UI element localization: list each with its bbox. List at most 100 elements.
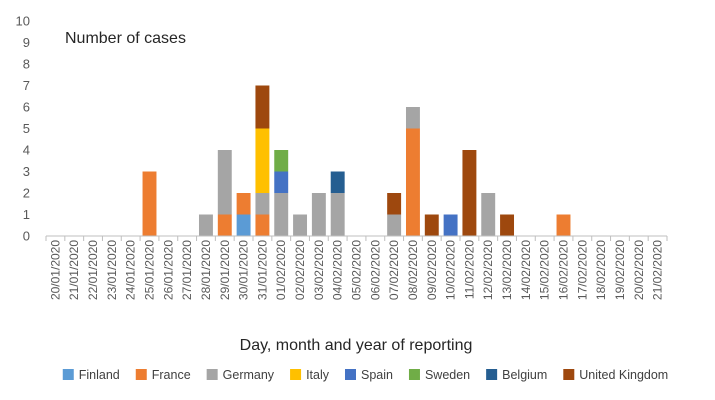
legend-label: Italy [306,368,330,382]
x-tick-label: 14/02/2020 [519,240,533,300]
y-tick-label: 10 [16,14,30,29]
legend-label: Belgium [502,368,547,382]
x-tick-label: 22/01/2020 [86,240,100,300]
x-tick-label: 24/01/2020 [124,240,138,300]
bar-segment-united-kingdom [387,193,402,215]
bar-segment-germany [387,214,402,236]
bar-segment-germany [255,193,270,215]
bar-segment-germany [311,193,326,236]
bar-segment-germany [405,107,420,129]
bar-segment-france [217,214,232,236]
legend-swatch [290,369,302,380]
x-tick-label: 28/01/2020 [199,240,213,300]
bar-segment-germany [217,150,232,215]
bar-segment-spain [274,171,289,193]
bar-segment-united-kingdom [462,150,477,236]
bar-segment-france [405,128,420,236]
x-tick-label: 13/02/2020 [500,240,514,300]
bar-segment-france [236,193,251,215]
x-tick-label: 18/02/2020 [594,240,608,300]
y-tick-label: 6 [23,100,30,115]
x-tick-label: 10/02/2020 [444,240,458,300]
x-tick-label: 29/01/2020 [218,240,232,300]
y-tick-label: 5 [23,121,30,136]
x-tick-label: 05/02/2020 [350,240,364,300]
legend-item-sweden: Sweden [408,368,470,382]
bar-segment-france [142,171,157,236]
bar-segment-italy [255,128,270,193]
x-tick-label: 03/02/2020 [312,240,326,300]
x-tick-label: 07/02/2020 [387,240,401,300]
x-tick-label: 08/02/2020 [406,240,420,300]
y-axis-ticks: 0 1 2 3 4 5 6 7 8 9 10 [16,14,30,244]
y-tick-label: 2 [23,186,30,201]
legend-item-finland: Finland [62,368,120,382]
bar-segment-united-kingdom [500,214,515,236]
bar-segment-sweden [274,150,289,172]
legend-swatch [62,369,74,380]
x-tick-label: 09/02/2020 [425,240,439,300]
bar-segment-germany [330,193,345,236]
x-tick-label: 04/02/2020 [331,240,345,300]
legend-swatch [563,369,575,380]
legend-label: Germany [223,368,275,382]
x-tick-label: 25/01/2020 [143,240,157,300]
legend-swatch [206,369,218,380]
y-tick-label: 9 [23,35,30,50]
y-tick-label: 0 [23,229,30,244]
legend-label: Finland [79,368,120,382]
legend-swatch [486,369,498,380]
legend-item-italy: Italy [290,368,330,382]
y-tick-label: 3 [23,164,30,179]
x-tick-label: 02/02/2020 [293,240,307,300]
bar-segment-germany [293,214,308,236]
bar-segment-germany [274,193,289,236]
legend-label: France [152,368,191,382]
legend-swatch [408,369,420,380]
legend-label: Sweden [425,368,470,382]
x-axis-label: Day, month and year of reporting [240,337,473,354]
legend-label: United Kingdom [579,368,668,382]
legend-item-france: France [135,368,191,382]
x-tick-label: 21/01/2020 [67,240,81,300]
x-tick-label: 01/02/2020 [274,240,288,300]
x-axis-ticks: 20/01/2020 21/01/2020 22/01/2020 23/01/2020… [45,236,668,300]
bar-segment-france [556,214,571,236]
x-tick-label: 30/01/2020 [237,240,251,300]
legend-item-spain: Spain [344,368,393,382]
x-tick-label: 15/02/2020 [538,240,552,300]
x-tick-label: 12/02/2020 [481,240,495,300]
x-tick-label: 06/02/2020 [368,240,382,300]
bar-segment-spain [443,214,458,236]
legend-label: Spain [361,368,393,382]
legend-swatch [135,369,147,380]
x-tick-label: 23/01/2020 [105,240,119,300]
x-tick-label: 17/02/2020 [575,240,589,300]
chart-annotation: Number of cases [65,30,186,47]
x-tick-label: 27/01/2020 [180,240,194,300]
x-tick-label: 19/02/2020 [613,240,627,300]
x-tick-label: 20/01/2020 [48,240,62,300]
x-tick-label: 16/02/2020 [557,240,571,300]
legend-item-belgium: Belgium [486,368,547,382]
bar-segment-belgium [330,171,345,193]
bar-segment-germany [198,214,213,236]
bars [142,85,571,236]
y-tick-label: 8 [23,57,30,72]
y-tick-label: 1 [23,207,30,222]
legend-item-germany: Germany [206,368,275,382]
x-tick-label: 20/02/2020 [632,240,646,300]
bar-segment-france [255,214,270,236]
x-tick-label: 11/02/2020 [462,240,476,299]
bar-segment-united-kingdom [424,214,439,236]
bar-segment-united-kingdom [255,85,270,129]
y-tick-label: 4 [23,143,30,158]
y-tick-label: 7 [23,78,30,93]
legend: Finland France Germany Italy Spain Sweden Belg… [62,368,668,382]
x-tick-label: 21/02/2020 [651,240,665,300]
x-tick-label: 26/01/2020 [161,240,175,300]
legend-item-united-kingdom: United Kingdom [563,368,668,382]
bar-segment-finland [236,214,251,236]
x-tick-label: 31/01/2020 [255,240,269,300]
